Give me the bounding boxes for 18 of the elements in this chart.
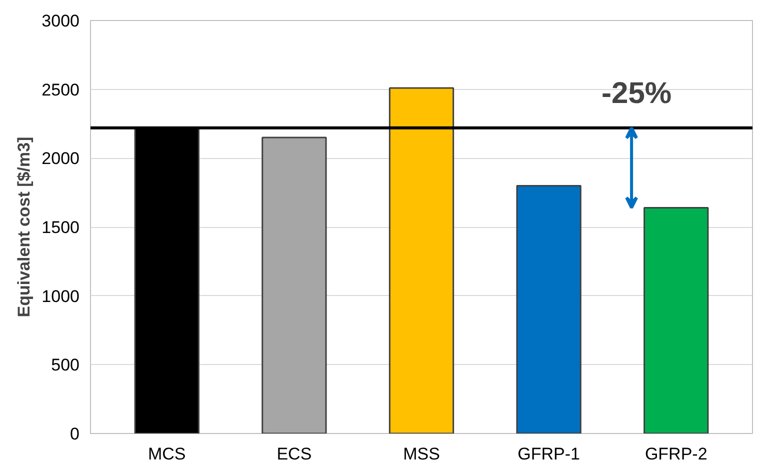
- y-axis-title: Equivalent cost [$/m3]: [14, 136, 34, 318]
- x-tick-label: GFRP-1: [518, 444, 580, 464]
- y-tick-label: 2000: [42, 149, 80, 168]
- bar: [388, 87, 454, 434]
- y-tick-label: 0: [70, 424, 80, 444]
- y-tick-label: 500: [51, 356, 80, 375]
- y-tick-label: 1500: [42, 218, 80, 237]
- x-tick-label: MSS: [403, 444, 440, 464]
- x-tick-label: GFRP-2: [644, 444, 708, 464]
- bar: [262, 136, 327, 434]
- x-tick-label: ECS: [276, 444, 312, 464]
- annotation: -25%: [602, 76, 672, 110]
- y-tick-label: 1000: [42, 286, 80, 306]
- y-tick-label: 2500: [42, 80, 80, 100]
- x-tick-label: MCS: [148, 444, 186, 464]
- bar: [644, 206, 709, 434]
- bar: [516, 184, 582, 434]
- y-tick-label: 3000: [42, 12, 80, 30]
